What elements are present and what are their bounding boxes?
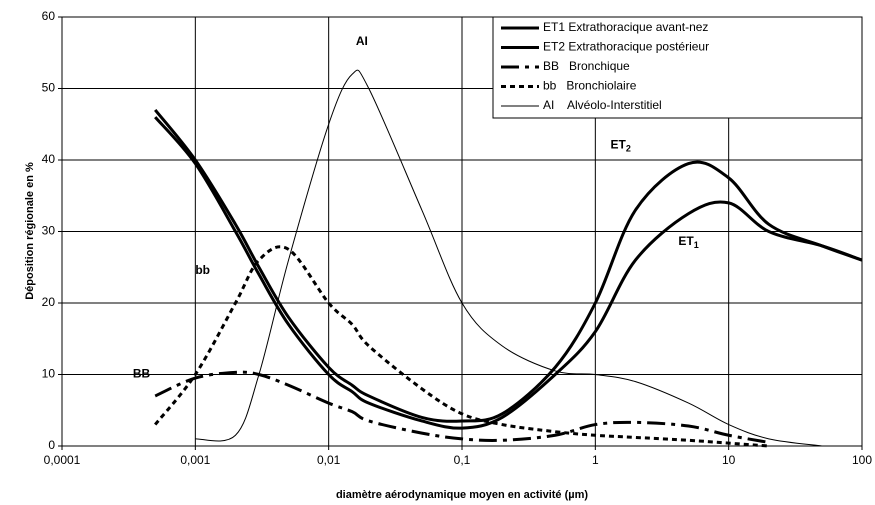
legend-box [492,16,863,119]
y-axis-label: Déposition régionale en % [24,162,36,300]
y-tick-label: 60 [42,9,56,23]
x-tick-label: 0,1 [454,453,471,467]
series-line [195,69,822,447]
x-tick-label: 0,001 [180,453,210,467]
y-tick-label: 10 [42,367,56,381]
y-tick-label: 50 [42,81,56,95]
annotation: BB [133,367,151,381]
x-tick-label: 0,01 [317,453,341,467]
x-tick-label: 0,0001 [44,453,81,467]
annotation-text: bb [195,263,210,277]
x-axis-label: diamètre aérodynamique moyen en activité… [336,489,588,501]
y-tick-label: 20 [42,295,56,309]
series-line [154,245,769,448]
legend-label: ET2 Extrathoracique postérieur [543,40,709,54]
annotation-subscript: 1 [694,241,699,251]
legend-label: ET1 Extrathoracique avant-nez [543,20,708,34]
legend-label: bb Bronchiolaire [543,79,637,93]
legend-label: AI Alvéolo-Interstitiel [543,98,662,112]
annotation-subscript: 2 [626,144,631,154]
annotation-text: BB [133,367,151,381]
annotation: AI [356,34,368,48]
annotation-text: ET [611,138,627,152]
legend-label: BB Bronchique [543,59,630,73]
annotation: bb [195,263,210,277]
y-tick-label: 40 [42,152,56,166]
y-tick-label: 0 [48,438,55,452]
annotation-text: AI [356,34,368,48]
x-tick-label: 1 [592,453,599,467]
annotation: ET1 [678,234,698,250]
series-line [154,116,863,430]
plot-border [61,16,863,447]
series-line [154,370,770,444]
annotation: ET2 [611,138,631,154]
x-tick-label: 100 [852,453,872,467]
series-line [154,109,863,423]
x-tick-label: 10 [722,453,736,467]
annotation-text: ET [678,234,694,248]
y-tick-label: 30 [42,224,56,238]
